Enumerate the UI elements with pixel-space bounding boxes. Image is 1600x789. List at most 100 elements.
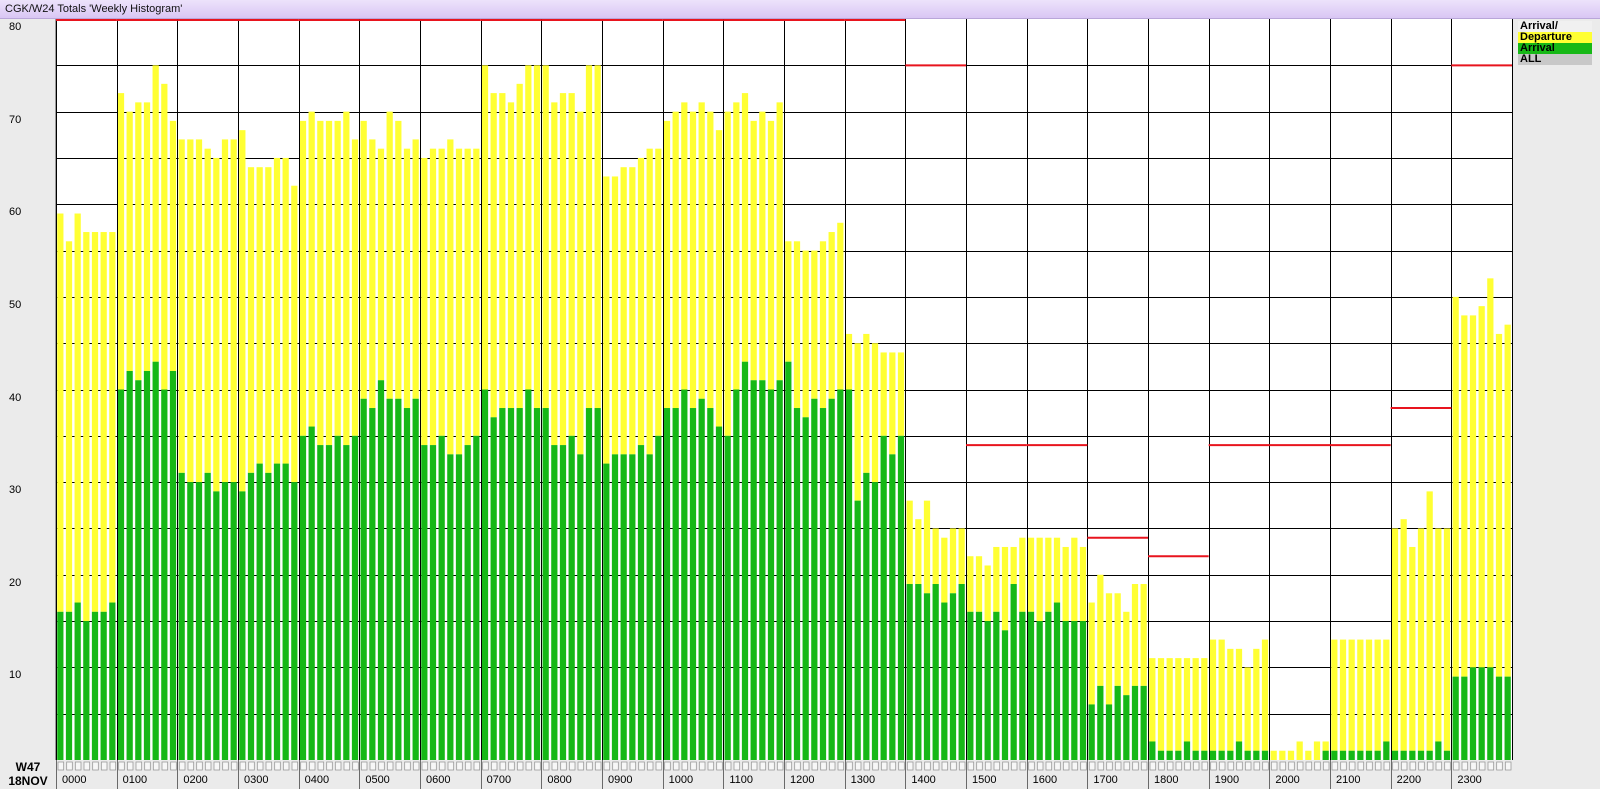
departure-bar bbox=[1053, 537, 1061, 603]
departure-bar bbox=[655, 148, 662, 436]
x-tick-box bbox=[854, 761, 862, 771]
departure-bar bbox=[1079, 546, 1087, 622]
x-tick-box bbox=[1296, 761, 1304, 771]
x-tick-box bbox=[456, 761, 463, 771]
arrival-bar bbox=[629, 454, 636, 760]
x-tick-box bbox=[534, 761, 541, 771]
x-tick-box bbox=[118, 761, 125, 771]
arrival-bar bbox=[1131, 685, 1139, 760]
departure-bar bbox=[308, 111, 315, 427]
x-tick-box bbox=[1383, 761, 1391, 771]
departure-bar bbox=[845, 333, 853, 390]
x-tick-box bbox=[586, 761, 593, 771]
arrival-bar bbox=[100, 611, 107, 760]
x-hour-label: 0700 bbox=[487, 774, 511, 786]
x-hour-label: 2000 bbox=[1275, 774, 1299, 786]
x-tick-box bbox=[629, 761, 637, 771]
arrival-bar bbox=[256, 463, 263, 760]
departure-bar bbox=[620, 167, 627, 455]
x-tick-box bbox=[144, 761, 151, 771]
legend: Arrival/Departure Arrival ALL bbox=[1518, 21, 1592, 65]
x-tick-box bbox=[1314, 761, 1321, 771]
x-tick-box bbox=[334, 761, 342, 771]
x-tick-box bbox=[1452, 761, 1460, 771]
departure-bar bbox=[984, 565, 991, 622]
x-tick-box bbox=[1262, 761, 1269, 771]
x-tick-box bbox=[161, 761, 169, 771]
arrival-bar bbox=[204, 472, 211, 760]
arrival-bar bbox=[646, 454, 653, 760]
arrival-bar bbox=[1123, 695, 1130, 760]
departure-bar bbox=[585, 65, 593, 409]
x-tick-box bbox=[1140, 761, 1148, 771]
arrival-bar bbox=[1201, 750, 1208, 760]
x-tick-box bbox=[1270, 761, 1278, 771]
departure-bar bbox=[542, 65, 549, 409]
arrival-bar bbox=[57, 611, 64, 760]
departure-bar bbox=[273, 157, 281, 464]
departure-bar bbox=[1287, 750, 1295, 760]
departure-bar bbox=[949, 528, 957, 594]
x-tick-box bbox=[1201, 761, 1209, 771]
arrival-bar bbox=[403, 408, 411, 760]
arrival-bar bbox=[733, 389, 740, 760]
arrival-bar bbox=[525, 389, 532, 760]
departure-bar bbox=[57, 213, 64, 612]
departure-bar bbox=[490, 93, 497, 418]
x-tick-box bbox=[369, 761, 377, 771]
departure-bar bbox=[1469, 315, 1477, 668]
arrival-bar bbox=[1175, 750, 1182, 760]
x-tick-box bbox=[300, 761, 307, 771]
x-tick-box bbox=[1158, 761, 1165, 771]
departure-bar bbox=[1495, 333, 1503, 677]
x-hour-label: 2100 bbox=[1336, 774, 1360, 786]
departure-bar bbox=[507, 102, 515, 409]
arrival-bar bbox=[152, 361, 159, 760]
x-tick-box bbox=[794, 761, 801, 771]
arrival-bar bbox=[741, 361, 749, 760]
arrival-bar bbox=[325, 445, 333, 760]
arrival-bar bbox=[1149, 741, 1156, 760]
departure-bar bbox=[499, 93, 506, 409]
departure-bar bbox=[135, 102, 142, 381]
departure-bar bbox=[533, 65, 541, 409]
x-hour-label: 0100 bbox=[123, 774, 147, 786]
departure-bar bbox=[1461, 315, 1468, 677]
departure-bar bbox=[1036, 537, 1043, 622]
departure-bar bbox=[65, 241, 73, 612]
arrival-bar bbox=[811, 398, 818, 760]
x-hour-label: 0800 bbox=[547, 774, 571, 786]
arrival-bar bbox=[993, 611, 1000, 760]
departure-bar bbox=[663, 120, 671, 409]
x-tick-box bbox=[1132, 761, 1139, 771]
arrival-bar bbox=[1348, 750, 1355, 760]
arrival-bar bbox=[984, 621, 991, 760]
departure-bar bbox=[74, 213, 81, 603]
arrival-bar bbox=[1218, 750, 1225, 760]
x-tick-box bbox=[1444, 761, 1451, 771]
x-tick-box bbox=[1504, 761, 1512, 771]
arrival-bar bbox=[1409, 750, 1416, 760]
departure-bar bbox=[993, 546, 1000, 612]
departure-bar bbox=[1123, 611, 1130, 696]
x-tick-box bbox=[889, 761, 897, 771]
arrival-bar bbox=[655, 435, 662, 760]
arrival-bar bbox=[542, 408, 549, 760]
arrival-bar bbox=[1495, 676, 1503, 760]
x-tick-box bbox=[577, 761, 585, 771]
arrival-bar bbox=[299, 435, 307, 760]
departure-bar bbox=[1417, 528, 1425, 751]
departure-bar bbox=[317, 120, 324, 446]
departure-bar bbox=[403, 148, 411, 409]
x-tick-box bbox=[239, 761, 247, 771]
departure-bar bbox=[776, 102, 783, 381]
x-tick-box bbox=[473, 761, 481, 771]
arrival-bar bbox=[1036, 621, 1043, 760]
x-tick-box bbox=[594, 761, 602, 771]
arrival-bar bbox=[941, 602, 948, 760]
arrival-bar bbox=[247, 472, 255, 760]
arrival-bar bbox=[447, 454, 454, 760]
departure-bar bbox=[1409, 546, 1416, 751]
x-tick-box bbox=[248, 761, 255, 771]
x-tick-box bbox=[785, 761, 793, 771]
